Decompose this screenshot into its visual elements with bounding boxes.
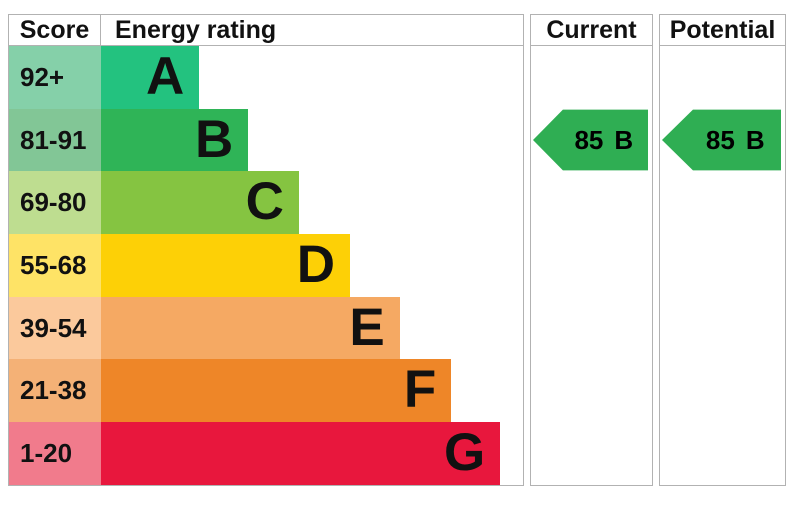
rating-bar-track: G (101, 422, 523, 485)
rating-letter: G (443, 422, 486, 482)
score-range-cell: 92+ (9, 46, 101, 109)
rating-table: Score Energy rating 92+ A 81-91 B 69-80 C 55-6… (8, 14, 524, 486)
current-column: Current 85 B (530, 14, 653, 486)
rating-bar: B (101, 108, 249, 172)
score-range-cell: 69-80 (9, 171, 101, 235)
band-rows: 92+ A 81-91 B 69-80 C 55-68 D 39-54 E 21-38 F 1-20 G (9, 46, 523, 485)
potential-column: Potential 85 B (659, 14, 786, 486)
band-row-a: 92+ A (9, 46, 523, 109)
rating-bar: E (101, 296, 400, 360)
rating-letter: E (349, 297, 385, 357)
rating-bar-track: A (101, 46, 523, 109)
rating-letter: A (146, 46, 185, 106)
potential-rating-arrow: 85 B (662, 109, 781, 171)
energy-rating-column-header: Energy rating (115, 15, 277, 44)
current-column-body: 85 B (531, 46, 652, 485)
band-row-e: 39-54 E (9, 296, 523, 360)
current-column-header: Current (531, 15, 652, 46)
potential-score-value: 85 (705, 124, 735, 155)
score-range-cell: 21-38 (9, 359, 101, 423)
rating-bar-track: B (101, 108, 523, 172)
rating-letter: F (403, 360, 437, 420)
band-row-g: 1-20 G (9, 422, 523, 485)
rating-bar: D (101, 234, 350, 297)
rating-letter: C (245, 172, 284, 232)
band-row-b: 81-91 B (9, 108, 523, 172)
rating-bar: C (101, 171, 299, 235)
score-range-cell: 39-54 (9, 296, 101, 360)
rating-bar: F (101, 359, 452, 423)
rating-bar: A (101, 46, 200, 109)
epc-chart: Score Energy rating 92+ A 81-91 B 69-80 C 55-6… (8, 14, 786, 486)
band-row-d: 55-68 D (9, 234, 523, 297)
rating-letter: D (296, 234, 335, 294)
score-column-header: Score (9, 15, 101, 45)
score-range-cell: 81-91 (9, 108, 101, 172)
rating-bar-track: E (101, 296, 523, 360)
band-row-c: 69-80 C (9, 171, 523, 235)
current-score-value: 85 (574, 124, 604, 155)
potential-column-body: 85 B (660, 46, 785, 485)
rating-bar-track: D (101, 234, 523, 297)
rating-bar-track: F (101, 359, 523, 423)
rating-letter: B (194, 109, 234, 169)
rating-table-header: Score Energy rating (9, 15, 523, 46)
rating-bar: G (101, 422, 501, 485)
potential-column-header: Potential (660, 15, 785, 46)
rating-bar-track: C (101, 171, 523, 235)
score-range-cell: 55-68 (9, 234, 101, 297)
potential-band-letter: B (745, 124, 765, 155)
band-row-f: 21-38 F (9, 359, 523, 423)
score-range-cell: 1-20 (9, 422, 101, 485)
current-band-letter: B (614, 124, 634, 155)
current-rating-arrow: 85 B (533, 109, 648, 171)
